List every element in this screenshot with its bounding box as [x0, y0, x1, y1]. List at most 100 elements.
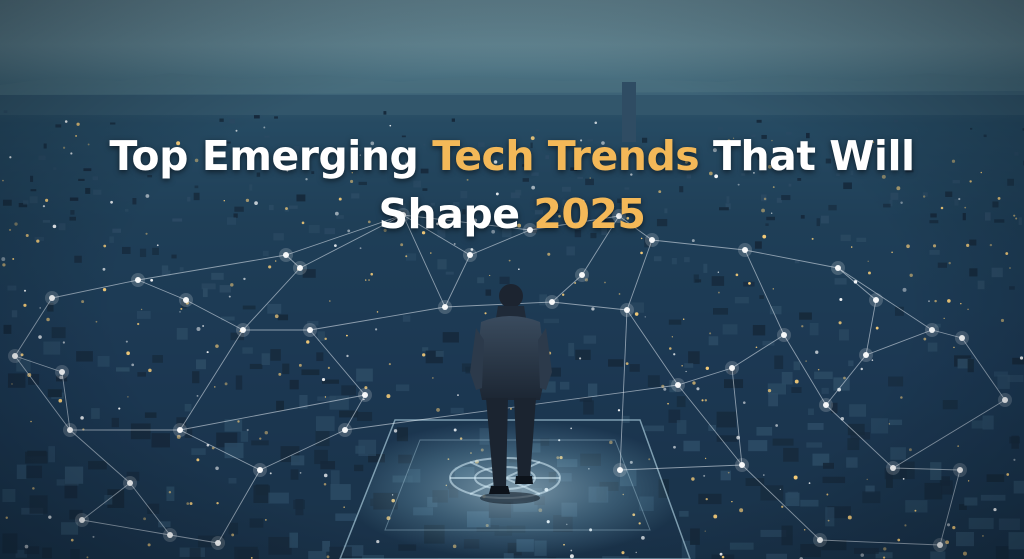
city-light [186, 502, 190, 505]
city-light [960, 302, 962, 305]
city-light [860, 553, 864, 557]
city-light [64, 120, 68, 123]
building [430, 202, 435, 206]
building [825, 158, 832, 164]
building [27, 450, 47, 457]
building [324, 228, 336, 235]
city-light [453, 243, 456, 245]
building [748, 440, 768, 452]
city-light [591, 307, 595, 311]
city-light [638, 165, 640, 167]
building [277, 314, 289, 321]
building [184, 403, 192, 412]
building [43, 143, 47, 149]
building [653, 256, 662, 262]
city-light [763, 474, 765, 476]
building [110, 122, 116, 125]
building [929, 220, 939, 224]
building [235, 375, 243, 390]
city-light [717, 291, 720, 294]
city-light [561, 293, 565, 296]
city-light [245, 198, 250, 203]
building [233, 213, 238, 218]
city-light [196, 458, 200, 462]
building [583, 400, 594, 415]
building [368, 454, 385, 463]
city-light [118, 407, 121, 410]
city-light [405, 255, 408, 258]
network-node [579, 272, 585, 278]
network-line [837, 267, 933, 331]
building [289, 205, 298, 209]
building [831, 402, 838, 414]
building [708, 336, 719, 346]
network-node [937, 542, 943, 548]
building [875, 552, 893, 559]
city-light [923, 195, 926, 198]
network-line [14, 355, 71, 431]
city-light [896, 186, 901, 191]
building [745, 478, 765, 486]
city-light [779, 488, 781, 491]
building [862, 491, 881, 504]
building [871, 418, 889, 434]
building [308, 225, 320, 234]
building [664, 208, 668, 214]
building [643, 425, 664, 432]
building [230, 332, 245, 341]
city-light [691, 239, 695, 243]
city-light [897, 538, 901, 542]
building [307, 320, 319, 326]
city-light [388, 362, 391, 366]
network-node [362, 392, 368, 398]
city-light [640, 251, 643, 255]
city-light [457, 394, 459, 396]
building [769, 305, 782, 315]
building [76, 351, 93, 362]
building [268, 204, 274, 211]
city-light [285, 207, 288, 210]
building [992, 201, 999, 208]
building [1018, 217, 1022, 225]
building [761, 134, 767, 139]
building [722, 324, 738, 335]
building [47, 303, 54, 312]
building [335, 513, 357, 521]
network-node [823, 402, 829, 408]
building [273, 233, 284, 241]
city-light [76, 122, 80, 126]
city-light [598, 220, 602, 223]
building [330, 470, 340, 486]
network-line [865, 329, 933, 356]
city-light [803, 528, 806, 531]
network-line [744, 249, 785, 336]
city-light [669, 347, 672, 350]
city-light [451, 210, 455, 214]
city-light [429, 252, 432, 254]
building [383, 111, 387, 115]
network-node [177, 427, 183, 433]
city-light [436, 222, 439, 226]
building [152, 247, 159, 255]
city-light [808, 482, 811, 484]
network-line [69, 429, 131, 484]
building [70, 210, 75, 215]
city-light [52, 224, 57, 229]
building [741, 173, 746, 176]
city-light [368, 279, 370, 281]
network-node [873, 297, 879, 303]
building [42, 220, 51, 223]
city-light [243, 277, 246, 281]
city-light [713, 514, 718, 519]
city-light [714, 174, 719, 179]
city-light [1013, 214, 1016, 217]
building [624, 200, 633, 204]
building [53, 167, 57, 170]
building [460, 190, 468, 199]
building [577, 176, 583, 179]
city-light [329, 300, 331, 302]
building [191, 448, 206, 455]
city-light [301, 221, 305, 225]
city-light [334, 211, 339, 216]
building [315, 416, 335, 432]
